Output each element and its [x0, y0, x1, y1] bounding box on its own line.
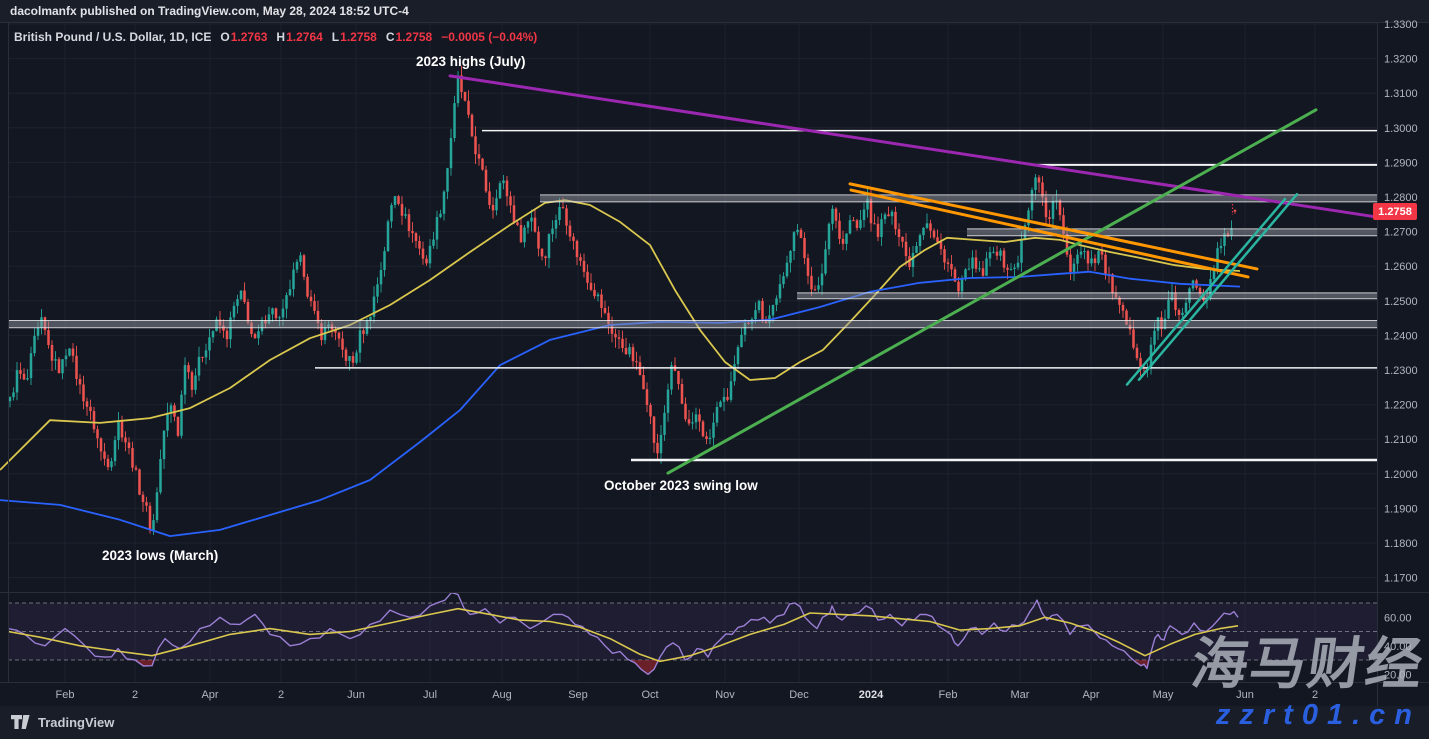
trendline-orange-upper[interactable] [848, 182, 1259, 271]
annotation-2023-lows: 2023 lows (March) [102, 548, 219, 563]
svg-text:May: May [1153, 689, 1174, 701]
candles [8, 65, 1237, 535]
svg-text:Aug: Aug [492, 689, 512, 701]
svg-text:Feb: Feb [939, 689, 958, 701]
header-bar [0, 0, 1429, 22]
rsi-ma-line [7, 607, 1239, 663]
svg-text:2: 2 [132, 689, 138, 701]
rsi-pane [7, 591, 1377, 675]
svg-text:Jun: Jun [1236, 689, 1254, 701]
tradingview-logo[interactable]: TradingView [10, 714, 114, 730]
zone-1-2520 [797, 292, 1377, 299]
low-value: 1.2758 [340, 30, 377, 44]
symbol-legend: British Pound / U.S. Dollar, 1D, ICE O 1.… [14, 30, 537, 44]
svg-text:Nov: Nov [715, 689, 735, 701]
symbol-name[interactable]: British Pound / U.S. Dollar, 1D, ICE [14, 30, 212, 44]
svg-text:Jul: Jul [423, 689, 437, 701]
svg-text:Feb: Feb [56, 689, 75, 701]
svg-text:2: 2 [1312, 689, 1318, 701]
open-label: O [220, 30, 230, 44]
svg-text:Dec: Dec [789, 689, 809, 701]
close-label: C [385, 30, 395, 44]
change-value: −0.0005 (−0.04%) [441, 30, 538, 44]
last-price-label: 1.2758 [1373, 203, 1417, 221]
svg-text:Apr: Apr [201, 689, 218, 701]
high-value: 1.2764 [286, 30, 323, 44]
zone-1-2440 [8, 320, 1377, 328]
trendline-orange-lower[interactable] [849, 188, 1250, 279]
trendline-2023-highs-purple[interactable] [448, 74, 1379, 219]
svg-text:2024: 2024 [859, 689, 884, 701]
time-axis[interactable]: Feb 2 Apr 2 Jun Jul Aug Sep Oct Nov Dec 2024 Feb Mar A… [56, 689, 1319, 701]
footer-bar [0, 706, 1429, 739]
svg-text:Apr: Apr [1082, 689, 1099, 701]
rsi-line [7, 591, 1239, 675]
zone-1-2700 [967, 228, 1377, 236]
zone-1-2800 [540, 194, 1377, 202]
horizontal-levels [8, 129, 1377, 462]
open-value: 1.2763 [230, 30, 268, 44]
tradingview-logo-icon [11, 715, 30, 729]
low-label: L [331, 30, 340, 44]
svg-text:Jun: Jun [347, 689, 365, 701]
tradingview-logo-text: TradingView [38, 714, 115, 730]
ma-slow-blue [0, 270, 1241, 537]
channel-teal-right[interactable] [1137, 192, 1299, 381]
svg-text:Sep: Sep [568, 689, 588, 701]
publish-info: dacolmanfx published on TradingView.com,… [10, 4, 409, 18]
watermark-chinese: 海马财经 [1187, 632, 1429, 695]
annotation-october-swing-low: October 2023 swing low [604, 478, 758, 493]
watermark-url: zzrt01.cn [1215, 699, 1421, 731]
annotation-2023-highs: 2023 highs (July) [416, 54, 526, 69]
svg-text:Mar: Mar [1011, 689, 1030, 701]
grid [8, 23, 1377, 682]
trendline-oct-low-green[interactable] [666, 108, 1318, 475]
channel-teal-left[interactable] [1125, 197, 1287, 386]
svg-text:Oct: Oct [641, 689, 658, 701]
close-value: 1.2758 [395, 30, 433, 44]
ma-fast-yellow [0, 199, 1241, 471]
svg-text:2: 2 [278, 689, 284, 701]
high-label: H [276, 30, 286, 44]
